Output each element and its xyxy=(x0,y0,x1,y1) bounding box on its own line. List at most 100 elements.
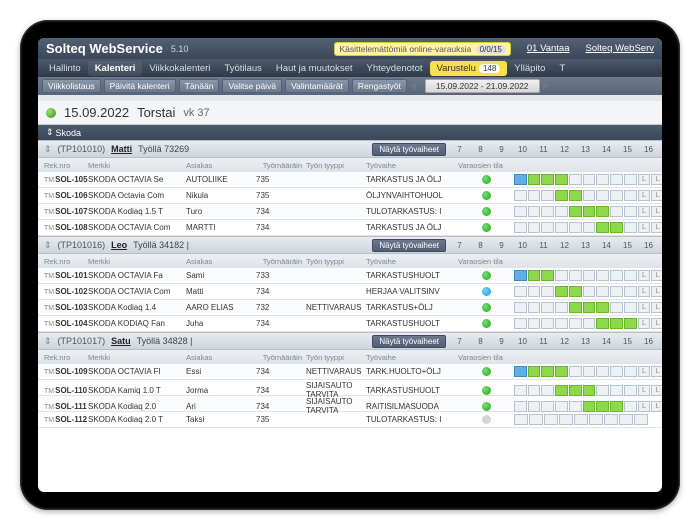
reg-cell: TMSOL-112 xyxy=(44,415,88,424)
phase-cell: TARKASTUSHUOLT xyxy=(366,386,458,395)
brand-cell: SKODA OCTAVIA FI xyxy=(88,367,186,376)
hour-label: 12 xyxy=(557,145,572,154)
status-cell xyxy=(458,415,514,424)
tablet-frame: Solteq WebService 5.10 Käsittelemättömiä… xyxy=(20,20,680,510)
work-row[interactable]: TMSOL-109SKODA OCTAVIA FIEssi734NETTIVAR… xyxy=(38,364,662,380)
phase-cell: TARKASTUS JA ÖLJ xyxy=(366,223,458,232)
hour-label: 13 xyxy=(578,337,593,346)
branch-link[interactable]: 01 Vantaa xyxy=(527,43,570,54)
work-row[interactable]: TMSOL-107SKODA Kodiaq 1.5 TTuro734TULOTA… xyxy=(38,204,662,220)
reg-cell: TMSOL-107 xyxy=(44,207,88,216)
hour-label: 9 xyxy=(494,241,509,250)
work-row[interactable]: TMSOL-106SKODA Octavia ComNikula735ÖLJYN… xyxy=(38,188,662,204)
phase-cell: TARKASTUSHUOLT xyxy=(366,271,458,280)
group-header[interactable]: ⇕(TP101016)LeoTyöllä 34182 |Näytä työvai… xyxy=(38,236,662,254)
show-phases-button[interactable]: Näytä työvaiheet xyxy=(372,239,446,252)
right-link[interactable]: Solteq WebServ xyxy=(586,43,654,54)
timeline: LL xyxy=(514,366,662,377)
customer-cell: Nikula xyxy=(186,191,256,200)
app-version: 5.10 xyxy=(171,44,189,54)
date-range[interactable]: 15.09.2022 - 21.09.2022 xyxy=(425,79,540,93)
collapse-icon: ⇕ xyxy=(44,336,52,347)
work-row[interactable]: TMSOL-110SKODA Kamiq 1.0 TJorma734SIJAIS… xyxy=(38,380,662,396)
reg-cell: TMSOL-101 xyxy=(44,271,88,280)
timeline: LL xyxy=(514,206,662,217)
status-cell xyxy=(458,319,514,328)
group-header[interactable]: ⇕(TP101017)SatuTyöllä 34828 |Näytä työva… xyxy=(38,332,662,350)
mechanic-name[interactable]: Matti xyxy=(111,144,132,154)
hour-label: 10 xyxy=(515,241,530,250)
timeline: LL xyxy=(514,401,662,412)
phase-cell: RAITISILMASUODA xyxy=(366,402,458,411)
collapse-icon: ⇕ xyxy=(44,144,52,155)
hour-label: 9 xyxy=(494,337,509,346)
nav-tab[interactable]: Työtilaus xyxy=(217,61,269,76)
prev-week-icon[interactable] xyxy=(410,82,416,90)
workorder-cell: 734 xyxy=(256,367,306,376)
timeline: LL xyxy=(514,318,662,329)
notice-pill[interactable]: Käsittelemättömiä online-varauksia 0/0/1… xyxy=(334,42,510,56)
customer-cell: MARTTI xyxy=(186,223,256,232)
timeline: LL xyxy=(514,385,662,396)
work-row[interactable]: TMSOL-104SKODA KODIAQ FanJuha734TARKASTU… xyxy=(38,316,662,332)
hour-label: 9 xyxy=(494,145,509,154)
show-phases-button[interactable]: Näytä työvaiheet xyxy=(372,143,446,156)
work-row[interactable]: TMSOL-105SKODA OCTAVIA SeAUTOLIIKE735TAR… xyxy=(38,172,662,188)
brand-cell: SKODA Kamiq 1.0 T xyxy=(88,386,186,395)
timeline: LL xyxy=(514,302,662,313)
weekday-value: Torstai xyxy=(137,105,175,120)
mechanic-key: (TP101010) xyxy=(58,144,106,154)
phase-cell: TARK.HUOLTO+ÖLJ xyxy=(366,367,458,376)
brand-cell: SKODA KODIAQ Fan xyxy=(88,319,186,328)
nav-tab[interactable]: Haut ja muutokset xyxy=(269,61,360,76)
work-row[interactable]: TMSOL-111SKODA Kodiaq 2.0Ari734SIJAISAUT… xyxy=(38,396,662,412)
subnav-button[interactable]: Päivitä kalenteri xyxy=(104,79,176,93)
customer-cell: Juha xyxy=(186,319,256,328)
status-dot-icon xyxy=(482,367,491,376)
subnav-button[interactable]: Tänään xyxy=(179,79,220,93)
timeline xyxy=(514,414,662,425)
titlebar: Solteq WebService 5.10 Käsittelemättömiä… xyxy=(38,38,662,59)
subnav-button[interactable]: Valitse päivä xyxy=(222,79,282,93)
nav-tab[interactable]: Ylläpito xyxy=(507,61,552,76)
nav-tab[interactable]: Varustelu148 xyxy=(430,61,508,76)
brand-cell: SKODA OCTAVIA Com xyxy=(88,287,186,296)
nav-tab[interactable]: T xyxy=(552,61,572,76)
nav-tab[interactable]: Yhteydenotot xyxy=(360,61,430,76)
show-phases-button[interactable]: Näytä työvaiheet xyxy=(372,335,446,348)
notice-label: Käsittelemättömiä online-varauksia xyxy=(339,44,471,54)
status-cell xyxy=(458,287,514,296)
hour-label: 7 xyxy=(452,241,467,250)
main-nav: HallintoKalenteriViikkokalenteriTyötilau… xyxy=(38,59,662,77)
nav-tab[interactable]: Hallinto xyxy=(42,61,88,76)
collapse-icon: ⇕ xyxy=(46,127,52,138)
reg-cell: TMSOL-109 xyxy=(44,367,88,376)
hour-label: 10 xyxy=(515,337,530,346)
work-row[interactable]: TMSOL-108SKODA OCTAVIA ComMARTTI734TARKA… xyxy=(38,220,662,236)
hour-label: 15 xyxy=(620,145,635,154)
nav-badge: 148 xyxy=(479,64,500,73)
mechanic-key: (TP101017) xyxy=(58,336,106,346)
hour-label: 15 xyxy=(620,241,635,250)
workorder-cell: 735 xyxy=(256,191,306,200)
subnav-button[interactable]: Rengastyöt xyxy=(352,79,407,93)
hour-label: 12 xyxy=(557,337,572,346)
work-row[interactable]: TMSOL-103SKODA Kodiaq 1.4AARO ELIAS732NE… xyxy=(38,300,662,316)
hour-label: 11 xyxy=(536,241,551,250)
reg-cell: TMSOL-105 xyxy=(44,175,88,184)
mechanic-name[interactable]: Satu xyxy=(111,336,131,346)
status-dot-icon xyxy=(482,386,491,395)
next-week-icon[interactable] xyxy=(543,82,549,90)
work-row[interactable]: TMSOL-101SKODA OCTAVIA FaSami733TARKASTU… xyxy=(38,268,662,284)
type-cell: SIJAISAUTO TARVITA xyxy=(306,397,366,415)
work-row[interactable]: TMSOL-102SKODA OCTAVIA ComMatti734HERJAA… xyxy=(38,284,662,300)
nav-tab[interactable]: Viikkokalenteri xyxy=(142,61,217,76)
section-bar[interactable]: ⇕ Skoda xyxy=(38,125,662,140)
nav-tab[interactable]: Kalenteri xyxy=(88,61,143,76)
subnav-button[interactable]: Valintamäärät xyxy=(285,79,349,93)
group-header[interactable]: ⇕(TP101010)MattiTyöllä 73269Näytä työvai… xyxy=(38,140,662,158)
mechanic-name[interactable]: Leo xyxy=(111,240,127,250)
status-dot-icon xyxy=(482,402,491,411)
customer-cell: Essi xyxy=(186,367,256,376)
subnav-button[interactable]: Viikkolistaus xyxy=(42,79,101,93)
